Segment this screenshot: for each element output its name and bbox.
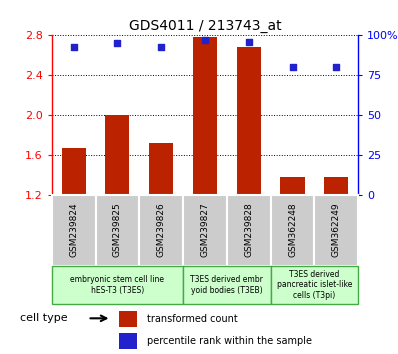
Point xyxy=(70,44,77,50)
Bar xyxy=(227,195,271,266)
Point xyxy=(158,44,164,50)
Bar xyxy=(96,195,139,266)
Bar xyxy=(139,195,183,266)
Text: transformed count: transformed count xyxy=(147,314,238,324)
Bar xyxy=(105,115,129,195)
Point xyxy=(202,38,208,43)
Text: GSM239826: GSM239826 xyxy=(157,203,166,257)
Bar xyxy=(193,38,217,195)
Title: GDS4011 / 213743_at: GDS4011 / 213743_at xyxy=(129,19,281,33)
Text: GSM362248: GSM362248 xyxy=(288,203,297,257)
Bar xyxy=(271,266,358,304)
Bar xyxy=(52,195,96,266)
Bar xyxy=(183,266,271,304)
Text: T3ES derived
pancreatic islet-like
cells (T3pi): T3ES derived pancreatic islet-like cells… xyxy=(277,270,352,300)
Bar xyxy=(281,177,304,195)
Bar xyxy=(271,195,314,266)
Text: GSM239827: GSM239827 xyxy=(201,203,209,257)
Text: GSM239828: GSM239828 xyxy=(244,203,253,257)
Bar xyxy=(183,195,227,266)
Point xyxy=(333,64,339,70)
Point xyxy=(246,39,252,45)
Text: GSM239824: GSM239824 xyxy=(69,203,78,257)
Bar xyxy=(119,333,137,349)
Point xyxy=(289,64,296,70)
Text: embryonic stem cell line
hES-T3 (T3ES): embryonic stem cell line hES-T3 (T3ES) xyxy=(70,275,164,295)
Bar xyxy=(324,177,348,195)
Bar xyxy=(119,311,137,327)
Bar xyxy=(237,47,261,195)
Bar xyxy=(52,266,183,304)
Text: GSM239825: GSM239825 xyxy=(113,203,122,257)
Bar xyxy=(62,148,86,195)
Bar xyxy=(314,195,358,266)
Text: GSM362249: GSM362249 xyxy=(332,203,341,257)
Point xyxy=(114,41,121,46)
Text: T3ES derived embr
yoid bodies (T3EB): T3ES derived embr yoid bodies (T3EB) xyxy=(190,275,263,295)
Bar xyxy=(149,143,173,195)
Text: percentile rank within the sample: percentile rank within the sample xyxy=(147,336,312,346)
Text: cell type: cell type xyxy=(20,313,68,323)
